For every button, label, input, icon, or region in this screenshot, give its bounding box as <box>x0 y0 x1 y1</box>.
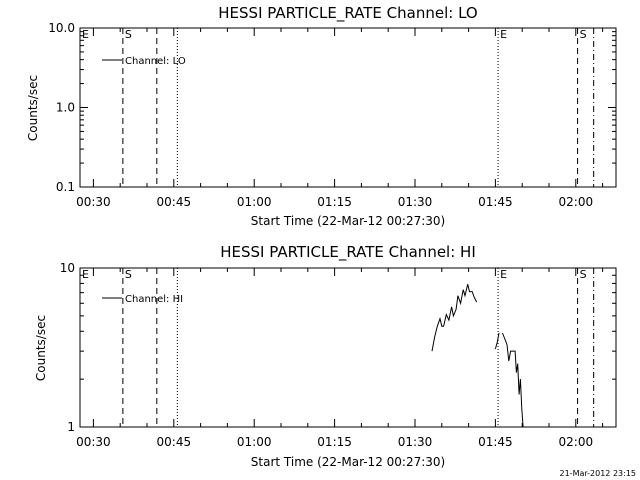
lo-x-tick-label: 01:30 <box>398 195 433 209</box>
lo-x-tick-label: 01:45 <box>478 195 513 209</box>
hi-legend: Channel: HI <box>102 294 183 305</box>
hi-data-lines <box>431 284 524 428</box>
hi-data-series-line <box>494 332 500 350</box>
lo-legend: Channel: LO <box>102 56 186 67</box>
lo-chart-title: HESSI PARTICLE_RATE Channel: LO <box>218 4 477 23</box>
footer-timestamp: 21-Mar-2012 23:15 <box>560 469 637 478</box>
hi-x-tick-label: 00:45 <box>157 435 192 449</box>
hi-x-tick-label: 00:30 <box>76 435 111 449</box>
lo-event-marker-label: S <box>580 28 587 41</box>
lo-x-tick-label: 00:45 <box>157 195 192 209</box>
hi-x-tick-label: 01:45 <box>478 435 513 449</box>
lo-y-tick-label: 10.0 <box>48 21 75 35</box>
lo-x-tick-label: 00:30 <box>76 195 111 209</box>
lo-x-tick-label: 01:15 <box>317 195 352 209</box>
hi-event-marker-label: S <box>580 268 587 281</box>
hi-x-tick-label: 01:00 <box>237 435 272 449</box>
lo-x-tick-label: 01:00 <box>237 195 272 209</box>
lo-event-marker-label: S <box>125 28 132 41</box>
hi-y-tick-label: 10 <box>60 261 75 275</box>
hi-event-marker-label: E <box>82 268 89 281</box>
lo-x-tick-label: 02:00 <box>559 195 594 209</box>
hi-axis-ticks: 00:30 00:45 01:00 01:15 01:30 01:45 02:00 1 10 <box>60 261 616 449</box>
lo-y-tick-label: 0.1 <box>56 180 75 194</box>
hi-y-axis-label: Counts/sec <box>34 315 48 381</box>
hi-y-tick-label: 1 <box>67 420 75 434</box>
hi-event-marker-label: E <box>500 268 507 281</box>
hi-x-tick-label: 01:15 <box>317 435 352 449</box>
hi-x-tick-label: 01:30 <box>398 435 433 449</box>
lo-event-marker-label: E <box>82 28 89 41</box>
lo-y-tick-label: 1.0 <box>56 101 75 115</box>
hi-event-marker-label: S <box>125 268 132 281</box>
lo-channel-panel: HESSI PARTICLE_RATE Channel: LO 00:30 00:… <box>26 4 617 228</box>
hi-data-series-line <box>502 332 524 428</box>
hi-plot-frame <box>79 267 617 428</box>
lo-event-marker-label: E <box>500 28 507 41</box>
hi-legend-label: Channel: HI <box>125 294 183 305</box>
lo-legend-label: Channel: LO <box>125 56 186 67</box>
lo-x-axis-label: Start Time (22-Mar-12 00:27:30) <box>251 214 445 228</box>
lo-plot-frame <box>79 27 617 188</box>
hi-x-tick-label: 02:00 <box>559 435 594 449</box>
hi-x-axis-label: Start Time (22-Mar-12 00:27:30) <box>251 455 445 469</box>
hi-chart-title: HESSI PARTICLE_RATE Channel: HI <box>220 243 476 262</box>
hi-data-series-line <box>431 284 478 352</box>
lo-y-axis-label: Counts/sec <box>26 75 40 141</box>
lo-axis-ticks: 00:30 00:45 01:00 01:15 01:30 01:45 02:00 0.1 1.… <box>48 21 616 209</box>
hi-channel-panel: HESSI PARTICLE_RATE Channel: HI 00:30 00:… <box>34 243 617 469</box>
